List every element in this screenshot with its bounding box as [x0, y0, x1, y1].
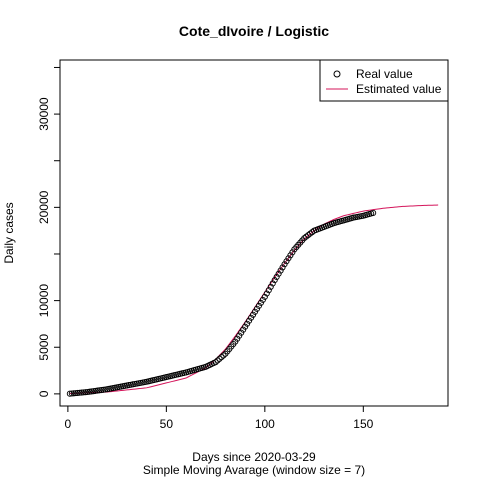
legend-real-label: Real value: [356, 67, 413, 81]
legend-real-marker: [333, 70, 341, 78]
real-value-point: [265, 287, 272, 294]
y-tick-label: 20000: [37, 190, 51, 224]
real-value-point: [269, 280, 276, 287]
real-value-point: [271, 277, 278, 284]
y-axis-label: Daily cases: [2, 202, 16, 263]
x-tick-label: 100: [255, 417, 275, 431]
legend-box: [319, 59, 449, 102]
series-real: [66, 209, 377, 397]
real-value-point: [283, 258, 290, 265]
real-value-point: [238, 329, 245, 336]
series-estimated: [69, 204, 439, 394]
real-value-point: [66, 390, 73, 397]
real-value-point: [82, 389, 89, 396]
real-value-point: [261, 293, 268, 300]
x-tick-label: 0: [65, 417, 72, 431]
real-value-point: [216, 355, 223, 362]
real-value-point: [218, 354, 225, 361]
real-value-point: [267, 283, 274, 290]
y-tick-label: 10000: [37, 284, 51, 318]
real-value-point: [273, 273, 280, 280]
chart-title: Cote_dIvoire / Logistic: [179, 23, 329, 39]
real-value-point: [80, 389, 87, 396]
real-value-point: [277, 267, 284, 274]
x-axis: 0 50 100 150: [65, 406, 374, 431]
real-value-point: [76, 389, 83, 396]
real-value-point: [72, 390, 79, 397]
x-axis-sublabel: Simple Moving Avarage (window size = 7): [143, 463, 365, 477]
real-value-point: [259, 296, 266, 303]
x-axis-label: Days since 2020-03-29: [192, 450, 316, 464]
real-value-point: [275, 270, 282, 277]
x-tick-label: 150: [353, 417, 373, 431]
estimated-value-line: [69, 204, 439, 394]
real-value-point: [74, 389, 81, 396]
legend: Real value Estimated value: [319, 59, 449, 102]
y-axis: 0 5000 10000 20000 30000: [37, 66, 60, 397]
plot-frame: [59, 59, 449, 407]
real-value-point: [279, 264, 286, 271]
real-value-point: [234, 335, 241, 342]
y-tick-label: 5000: [37, 334, 51, 361]
real-value-point: [70, 390, 77, 397]
real-value-point: [214, 357, 221, 364]
y-tick-label: 30000: [37, 97, 51, 131]
real-value-point: [370, 209, 377, 216]
real-value-point: [255, 302, 262, 309]
real-value-point: [263, 290, 270, 297]
real-value-point: [212, 359, 219, 366]
real-value-point: [68, 390, 75, 397]
x-tick-label: 50: [160, 417, 174, 431]
y-tick-label: 0: [37, 390, 51, 397]
real-value-point: [289, 249, 296, 256]
real-value-point: [242, 323, 249, 330]
real-value-point: [220, 352, 227, 359]
real-value-point: [78, 389, 85, 396]
real-value-point: [251, 308, 259, 315]
legend-estimated-label: Estimated value: [356, 82, 442, 96]
real-value-point: [246, 317, 253, 324]
